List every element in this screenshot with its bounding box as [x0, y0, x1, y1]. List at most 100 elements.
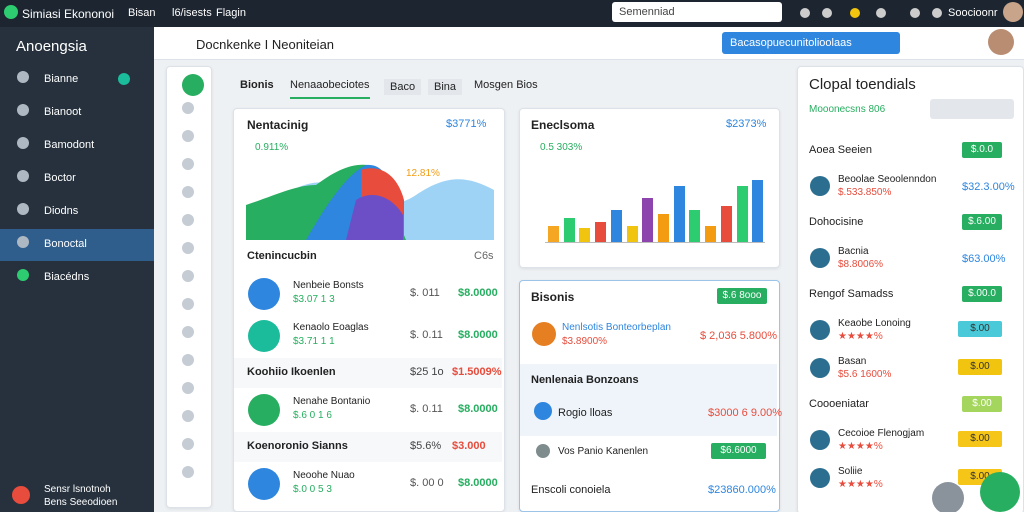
icon [182, 186, 194, 198]
icon [910, 8, 920, 18]
section-bg [234, 432, 502, 462]
nav-link[interactable]: Bisan [128, 7, 156, 19]
tab[interactable]: Nenaaobeciotes [290, 79, 370, 99]
bar [595, 222, 607, 242]
item-value: $3000 6 9.00% [708, 407, 783, 419]
icon [932, 8, 942, 18]
icon [182, 438, 194, 450]
page-title: Docnkenke I Neoniteian [196, 37, 335, 52]
button[interactable]: $.00 [958, 431, 1002, 447]
area-chart [246, 164, 494, 240]
icon [182, 466, 194, 478]
footer-text: Sensr lsnotnoh [44, 484, 111, 495]
icon [810, 358, 830, 378]
annotation: 12.81% [406, 168, 440, 179]
nav-link[interactable]: l6/isests [172, 7, 212, 19]
section-bg [234, 358, 502, 388]
icon [4, 5, 18, 19]
tab[interactable]: Mosgen Bios [474, 79, 538, 91]
item-sub: ★★★★% [838, 479, 883, 490]
nav-item[interactable]: Biacédns [44, 271, 90, 283]
footer-text: Bens Seeodioen [44, 497, 118, 508]
icon [532, 322, 556, 346]
row-sub: $.6 0 1 6 [293, 410, 332, 421]
icon [980, 472, 1020, 512]
icon [12, 486, 30, 504]
row-value: $8.0000 [458, 403, 498, 415]
footer-value: $23860.000% [708, 484, 776, 496]
row-mid: $. 0.11 [410, 329, 443, 341]
icon [850, 8, 860, 18]
brand: Simiasi Ekononoi [22, 7, 115, 21]
item-sub: $3.8900% [562, 336, 608, 347]
button[interactable]: $.00 [962, 396, 1002, 412]
icon [248, 394, 280, 426]
tab[interactable]: Baco [384, 79, 422, 95]
button[interactable]: Bacasopuecunitolioolaas [722, 32, 900, 54]
panel-subtitle: Mooonecsns 806 [809, 104, 886, 115]
section-title: Aoea Seeien [809, 144, 872, 156]
icon [118, 73, 130, 85]
item-name: Soliie [838, 466, 863, 477]
tab[interactable]: Bionis [240, 79, 274, 91]
card-value: $3771% [446, 118, 487, 130]
icon [534, 402, 552, 420]
section-title: Dohocisine [809, 216, 864, 228]
nav-item[interactable]: Bianne [44, 73, 79, 85]
bar [720, 206, 732, 242]
button[interactable]: $.00 [958, 321, 1002, 337]
button[interactable]: $.6.00 [962, 214, 1002, 230]
icon [988, 29, 1014, 55]
row-value: $8.0000 [458, 329, 498, 341]
section-title: Ctenincucbin [247, 250, 317, 262]
bar [610, 210, 622, 242]
button[interactable]: $6.6000 [711, 443, 766, 459]
nav-item[interactable]: Boctor [44, 172, 76, 184]
nav-item[interactable]: Bianoot [44, 106, 82, 118]
section-mid: $5.6% [410, 440, 442, 452]
bar [548, 226, 559, 242]
icon [182, 354, 194, 366]
icon [182, 326, 194, 338]
nav-item[interactable]: Diodns [44, 205, 79, 217]
search-text: Semenniad [619, 6, 675, 18]
icon [182, 102, 194, 114]
bar [579, 227, 591, 242]
section-mid: $25 1o [410, 366, 444, 378]
row-sub: $3.07 1 3 [293, 294, 335, 305]
icon [876, 8, 886, 18]
icon [810, 430, 830, 450]
icon [822, 8, 832, 18]
search-box[interactable] [612, 2, 782, 22]
icon [182, 74, 204, 96]
icon [248, 320, 280, 352]
row-value: $8.0000 [458, 477, 498, 489]
bar [563, 218, 575, 242]
dropdown[interactable] [930, 99, 1014, 119]
panel-title: Clopal toendials [809, 76, 916, 93]
icon [182, 270, 194, 282]
button[interactable]: $.6 8ooo [717, 288, 767, 304]
bar [705, 226, 717, 242]
sidebar-title: Anoengsia [16, 38, 87, 55]
tab[interactable]: Bina [428, 79, 463, 95]
icon [17, 137, 29, 149]
item-name: Cecoioe Flenogjam [838, 428, 925, 439]
button[interactable]: $.0.0 [962, 142, 1002, 158]
bar [736, 186, 748, 242]
icon [182, 158, 194, 170]
button[interactable]: $.00 [958, 359, 1002, 375]
nav-item[interactable]: Bamodont [44, 139, 95, 151]
bar [642, 198, 654, 242]
footer-name: Enscoli conoiela [531, 484, 611, 496]
item-name: Rogio lloas [558, 407, 613, 419]
button[interactable]: $.00.0 [962, 286, 1002, 302]
item-value: $ 2,036 5.800% [700, 330, 778, 342]
icon [182, 242, 194, 254]
row-name: Kenaolo Eoaglas [293, 322, 369, 333]
row-value: $8.0000 [458, 287, 498, 299]
item-name: Keaobe Lonoing [838, 318, 911, 329]
nav-item[interactable]: Bonoctal [44, 238, 87, 250]
nav-link[interactable]: Flagin [216, 7, 246, 19]
